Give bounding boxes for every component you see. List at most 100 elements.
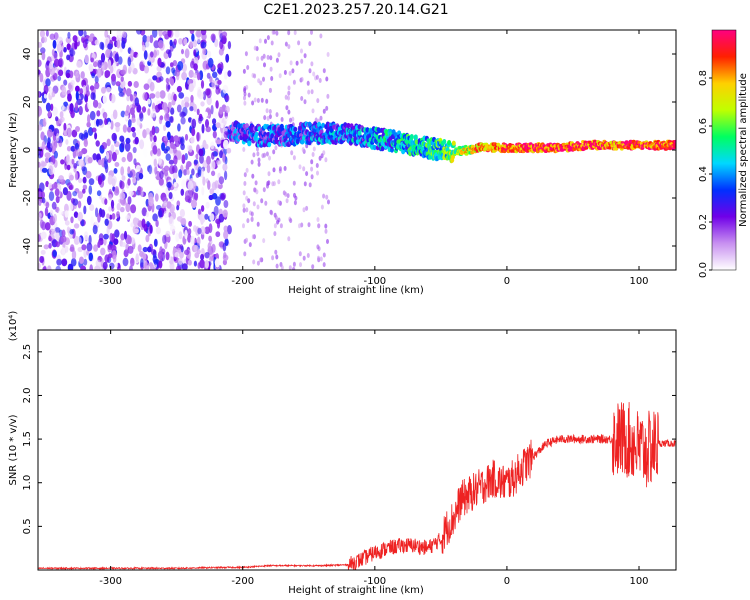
- spectrogram-noise-blob: [207, 242, 212, 251]
- spectrogram-sparse-blob: [310, 174, 314, 180]
- x-tick-label: 100: [629, 576, 648, 587]
- spectrogram-noise-blob: [96, 110, 101, 117]
- spectrogram-noise-blob: [45, 30, 49, 37]
- spectrogram-sparse-blob: [268, 114, 272, 120]
- spectrogram-noise-blob: [65, 155, 70, 166]
- spectrogram-noise-blob: [224, 170, 228, 181]
- spectrogram-noise-blob: [68, 203, 74, 212]
- spectrogram-sparse-blob: [272, 149, 276, 155]
- spectrogram-noise-blob: [73, 223, 80, 229]
- spectrogram-noise-blob: [38, 59, 42, 67]
- spectrogram-signal-mark: [254, 131, 259, 137]
- spectrogram-noise-blob: [215, 86, 220, 95]
- spectrogram-noise-blob: [104, 70, 111, 78]
- spectrogram-noise-blob: [184, 101, 190, 108]
- spectrogram-noise-blob: [50, 229, 57, 239]
- spectrogram-noise-blob: [148, 164, 153, 175]
- spectrogram-noise-blob: [147, 246, 152, 253]
- spectrogram-sparse-blob: [312, 71, 316, 77]
- spectrogram-noise-blob: [64, 245, 69, 253]
- snr-x-axis-label: Height of straight line (km): [288, 585, 424, 596]
- spectrogram-noise-blob: [60, 235, 67, 243]
- spectrogram-noise-blob: [191, 168, 195, 176]
- spectrogram-sparse-blob: [299, 262, 302, 268]
- spectrogram-sparse-blob: [308, 68, 312, 74]
- spectrogram-noise-blob: [152, 75, 158, 81]
- spectrogram-sparse-blob: [311, 152, 315, 157]
- spectrogram-noise-blob: [200, 226, 206, 235]
- spectrogram-sparse-blob: [275, 254, 279, 260]
- spectrogram-noise-blob: [200, 80, 205, 89]
- spectrogram-noise-blob: [114, 186, 119, 194]
- spectrogram-noise-blob: [75, 85, 80, 93]
- spectrogram-noise-blob: [120, 69, 126, 75]
- spectrogram-noise-blob: [219, 150, 224, 159]
- spectrogram-noise-blob: [180, 137, 184, 144]
- spectrogram-noise-blob: [66, 127, 72, 138]
- spectrogram-noise-blob: [191, 199, 197, 209]
- spectrogram-noise-blob: [161, 142, 166, 152]
- spectrogram-noise-blob: [225, 53, 230, 63]
- spectrogram-sparse-blob: [279, 223, 283, 229]
- spectrogram-noise-blob: [201, 248, 205, 255]
- spectrogram-noise-blob: [197, 72, 201, 81]
- spectrogram-noise-blob: [104, 198, 108, 205]
- spectrogram-sparse-blob: [327, 199, 330, 205]
- y-tick-label: -20: [22, 190, 33, 206]
- spectrogram-noise-blob: [147, 98, 151, 105]
- spectrogram-noise-blob: [157, 103, 164, 110]
- spectrogram-sparse-blob: [270, 76, 274, 81]
- spectrogram-noise-blob: [149, 93, 156, 99]
- spectrogram-noise-blob: [129, 169, 136, 178]
- spectrogram-noise-blob: [165, 66, 171, 75]
- colorbar-tick-label: 0.0: [698, 262, 709, 278]
- spectrogram-noise-blob: [188, 220, 193, 227]
- spectrogram-noise-blob: [157, 209, 163, 218]
- spectrogram-noise-blob: [94, 81, 100, 90]
- spectrogram-noise-blob: [136, 104, 142, 113]
- spectrogram-noise-blob: [169, 225, 176, 232]
- spectrogram-noise-blob: [187, 79, 191, 85]
- spectrogram-sparse-blob: [291, 68, 295, 74]
- spectrogram-noise-blob: [125, 137, 131, 144]
- spectrogram-sparse-blob: [295, 60, 299, 66]
- spectrogram-noise-blob: [71, 158, 75, 165]
- spectrogram-noise-blob: [97, 175, 103, 185]
- spectrogram-sparse-blob: [271, 255, 275, 261]
- x-tick-label: -200: [231, 276, 254, 287]
- spectrogram-sparse-blob: [262, 238, 266, 244]
- spectrogram-noise-blob: [45, 201, 50, 209]
- spectrogram-noise-blob: [66, 164, 71, 171]
- spectrogram-noise-blob: [130, 222, 135, 228]
- spectrogram-noise-blob: [57, 36, 63, 45]
- spectrogram-noise-blob: [224, 116, 229, 122]
- spectrogram-noise-blob: [205, 119, 209, 128]
- spectrogram-sparse-blob: [272, 167, 276, 173]
- spectrogram-noise-blob: [132, 177, 137, 184]
- spectrogram-noise-blob: [78, 158, 83, 167]
- spectrogram-noise-blob: [96, 190, 102, 197]
- spectrogram-sparse-blob: [260, 97, 264, 103]
- spectrogram-noise-blob: [106, 138, 111, 147]
- spectrogram-sparse-blob: [317, 223, 321, 229]
- spectrogram-noise-blob: [82, 39, 88, 49]
- spectrogram-sparse-blob: [325, 105, 329, 111]
- spectrogram-noise-blob: [93, 61, 98, 68]
- spectrogram-sparse-blob: [287, 85, 291, 91]
- spectrogram-sparse-blob: [253, 97, 257, 103]
- spectrogram-noise-blob: [85, 170, 92, 179]
- spectrogram-noise-blob: [58, 175, 64, 183]
- spectrogram-noise-blob: [44, 152, 51, 159]
- spectrogram-noise-blob: [143, 223, 148, 232]
- spectrogram-noise-blob: [62, 187, 68, 196]
- spectrogram-noise-blob: [111, 175, 117, 185]
- spectrogram-noise-blob: [173, 93, 177, 102]
- spectrogram-sparse-blob: [283, 166, 287, 171]
- y-tick-label: 0.5: [22, 518, 33, 534]
- y-tick-label: 2.0: [22, 388, 33, 404]
- spectrogram-noise-blob: [163, 135, 168, 142]
- spectrogram-noise-blob: [197, 91, 204, 100]
- spectrogram-sparse-blob: [262, 187, 266, 193]
- spectrogram-noise-blob: [88, 252, 94, 262]
- spectrogram-noise-blob: [223, 230, 229, 240]
